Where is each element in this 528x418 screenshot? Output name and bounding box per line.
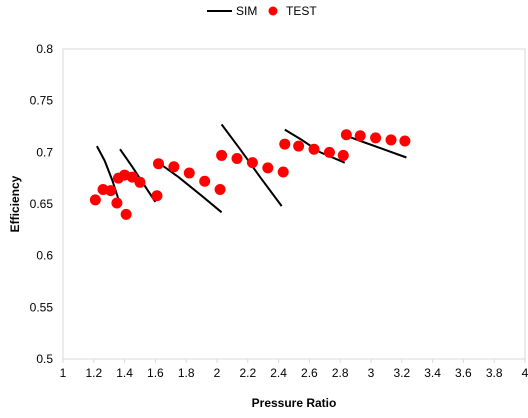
test-point: [262, 162, 274, 174]
plot-area-frame: [62, 48, 526, 360]
sim-line-segment: [96, 145, 121, 205]
legend-sim-label: SIM: [236, 4, 257, 18]
x-tick-label: 2: [214, 366, 221, 380]
x-axis-ticks: 1 1.2 1.4 1.6 1.8 2 2.2 2.4 2.6 2.8 3 3.2 3.4 3.6 3.8 4: [60, 359, 528, 380]
x-tick-label: 3.4: [424, 366, 441, 380]
test-point: [293, 140, 305, 152]
y-tick-label: 0.65: [30, 197, 54, 211]
x-tick-label: 3.2: [393, 366, 410, 380]
test-point: [370, 132, 382, 144]
x-tick-label: 1: [60, 366, 67, 380]
test-point: [134, 176, 146, 188]
y-axis-title: Efficiency: [8, 175, 22, 232]
test-point: [323, 146, 335, 158]
legend-test-label: TEST: [286, 4, 317, 18]
test-point: [246, 157, 258, 169]
test-point: [399, 135, 411, 147]
test-point: [168, 161, 180, 173]
y-tick-label: 0.75: [30, 94, 54, 108]
test-point: [340, 129, 352, 141]
y-tick-label: 0.7: [36, 145, 53, 159]
test-point: [151, 190, 163, 202]
x-tick-label: 3: [368, 366, 375, 380]
y-tick-label: 0.55: [30, 300, 54, 314]
test-point: [385, 134, 397, 146]
test-point: [354, 130, 366, 142]
x-axis-title: Pressure Ratio: [252, 396, 337, 410]
test-point: [277, 166, 289, 178]
x-tick-label: 1.8: [178, 366, 195, 380]
test-point: [216, 149, 228, 161]
sim-line-segment: [157, 161, 223, 214]
x-tick-label: 2.6: [301, 366, 318, 380]
legend-test-circle-marker: [268, 6, 278, 16]
test-point: [126, 171, 138, 183]
x-tick-label: 2.8: [332, 366, 349, 380]
y-tick-label: 0.8: [36, 42, 53, 56]
x-tick-label: 1.4: [116, 366, 133, 380]
x-tick-label: 1.6: [147, 366, 164, 380]
test-point: [105, 185, 117, 197]
y-tick-label: 0.6: [36, 249, 53, 263]
x-tick-label: 2.2: [239, 366, 256, 380]
test-point: [337, 149, 349, 161]
x-tick-label: 4: [522, 366, 528, 380]
test-point: [183, 167, 195, 179]
test-point: [111, 197, 123, 209]
x-tick-label: 2.4: [270, 366, 287, 380]
sim-line-segment: [346, 134, 407, 159]
sim-line-segment: [119, 148, 157, 203]
y-tick-label: 0.5: [36, 352, 53, 366]
test-point: [214, 184, 226, 196]
test-point: [199, 175, 211, 187]
test-point: [231, 153, 243, 165]
test-point: [89, 194, 101, 206]
x-tick-label: 1.2: [85, 366, 102, 380]
legend: SIM TEST: [207, 4, 317, 18]
test-series: [89, 129, 411, 220]
test-point: [308, 143, 320, 155]
x-tick-label: 3.8: [486, 366, 503, 380]
x-tick-label: 3.6: [455, 366, 472, 380]
test-point: [120, 208, 132, 220]
y-axis-ticks: 0.5 0.55 0.6 0.65 0.7 0.75 0.8: [30, 42, 54, 366]
test-point: [152, 158, 164, 170]
test-point: [279, 138, 291, 150]
